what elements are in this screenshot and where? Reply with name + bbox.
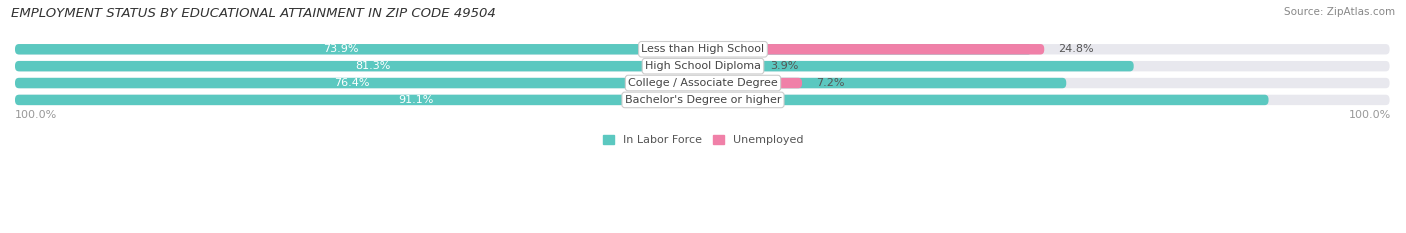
Text: Bachelor's Degree or higher: Bachelor's Degree or higher: [624, 95, 782, 105]
Text: 81.3%: 81.3%: [356, 61, 391, 71]
Text: 100.0%: 100.0%: [15, 110, 58, 120]
FancyBboxPatch shape: [703, 95, 727, 105]
FancyBboxPatch shape: [703, 78, 801, 88]
FancyBboxPatch shape: [703, 44, 1045, 55]
Text: 73.9%: 73.9%: [322, 44, 359, 54]
FancyBboxPatch shape: [15, 76, 1391, 90]
Text: Less than High School: Less than High School: [641, 44, 765, 54]
FancyBboxPatch shape: [15, 78, 1066, 88]
Text: High School Diploma: High School Diploma: [645, 61, 761, 71]
FancyBboxPatch shape: [703, 61, 756, 71]
Text: 91.1%: 91.1%: [398, 95, 434, 105]
Text: 3.9%: 3.9%: [770, 61, 799, 71]
FancyBboxPatch shape: [15, 93, 1391, 106]
Text: 76.4%: 76.4%: [333, 78, 370, 88]
Text: 24.8%: 24.8%: [1057, 44, 1094, 54]
FancyBboxPatch shape: [15, 61, 1133, 71]
FancyBboxPatch shape: [15, 43, 1391, 56]
FancyBboxPatch shape: [15, 95, 1268, 105]
FancyBboxPatch shape: [15, 44, 1032, 55]
Text: College / Associate Degree: College / Associate Degree: [628, 78, 778, 88]
Legend: In Labor Force, Unemployed: In Labor Force, Unemployed: [603, 135, 803, 145]
Text: 1.7%: 1.7%: [740, 95, 769, 105]
Text: 100.0%: 100.0%: [1348, 110, 1391, 120]
Text: EMPLOYMENT STATUS BY EDUCATIONAL ATTAINMENT IN ZIP CODE 49504: EMPLOYMENT STATUS BY EDUCATIONAL ATTAINM…: [11, 7, 496, 20]
FancyBboxPatch shape: [15, 60, 1391, 73]
Text: 7.2%: 7.2%: [815, 78, 845, 88]
Text: Source: ZipAtlas.com: Source: ZipAtlas.com: [1284, 7, 1395, 17]
